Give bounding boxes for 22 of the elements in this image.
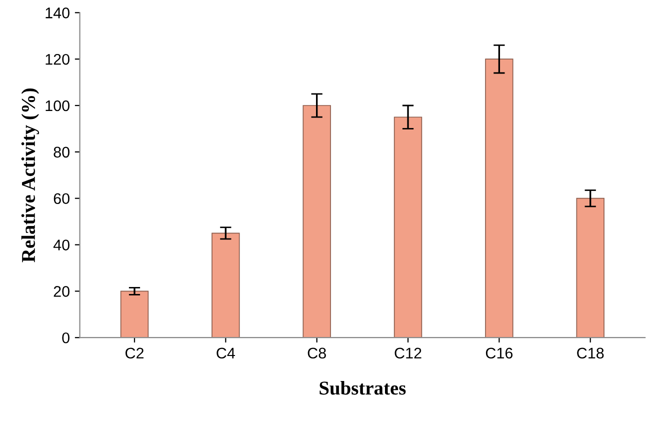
y-tick-label: 140 bbox=[46, 8, 70, 18]
bar bbox=[394, 116, 422, 338]
x-tick-label: C12 bbox=[394, 348, 422, 359]
bar bbox=[485, 58, 514, 338]
bar bbox=[212, 232, 240, 338]
y-tick-label: 120 bbox=[46, 54, 70, 65]
y-tick-label: 80 bbox=[54, 146, 70, 158]
x-axis-title: Substrates bbox=[320, 381, 406, 395]
x-tick-label: C2 bbox=[126, 348, 144, 359]
y-tick-label: 100 bbox=[46, 100, 70, 112]
y-tick-label: 40 bbox=[53, 240, 70, 250]
x-tick-label: C4 bbox=[216, 348, 235, 359]
y-tick-label: 60 bbox=[54, 193, 70, 204]
y-tick-label: 0 bbox=[62, 332, 70, 344]
x-tick-label: C8 bbox=[308, 348, 326, 359]
x-tick-label: C16 bbox=[486, 348, 513, 359]
x-tick-label: C18 bbox=[577, 348, 604, 359]
bar bbox=[120, 290, 149, 338]
y-tick-label: 20 bbox=[54, 286, 70, 297]
bar bbox=[302, 105, 331, 338]
y-axis-title: Relative Activity (%) bbox=[21, 88, 40, 262]
bar bbox=[576, 198, 604, 338]
